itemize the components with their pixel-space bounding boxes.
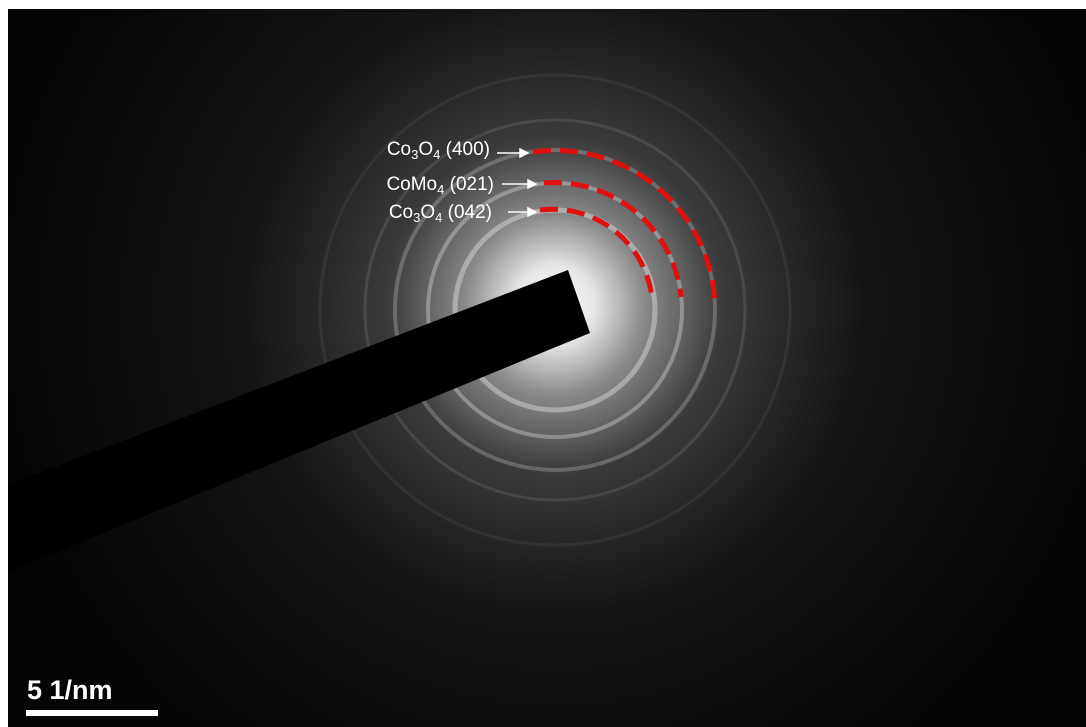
- label-text: Co: [387, 139, 411, 160]
- label-text: O: [420, 202, 435, 223]
- label-text: (042): [442, 202, 492, 223]
- label-text: Co: [389, 202, 413, 223]
- label-text: (400): [440, 139, 490, 160]
- label-subscript: 4: [433, 147, 440, 162]
- label-subscript: 3: [411, 147, 418, 162]
- label-subscript: 4: [437, 182, 444, 197]
- label-text: O: [418, 139, 433, 160]
- background: [8, 9, 1086, 727]
- page: Co3O4 (400) CoMo4 (021) Co3O4 (042) 5 1/…: [0, 0, 1086, 727]
- scale-bar-label: 5 1/nm: [27, 675, 113, 705]
- label-text: (021): [444, 174, 494, 195]
- label-text: CoMo: [386, 174, 437, 195]
- diffraction-pattern: Co3O4 (400) CoMo4 (021) Co3O4 (042) 5 1/…: [0, 0, 1086, 727]
- scale-bar: [26, 710, 158, 716]
- label-subscript: 4: [435, 210, 442, 225]
- label-subscript: 3: [413, 210, 420, 225]
